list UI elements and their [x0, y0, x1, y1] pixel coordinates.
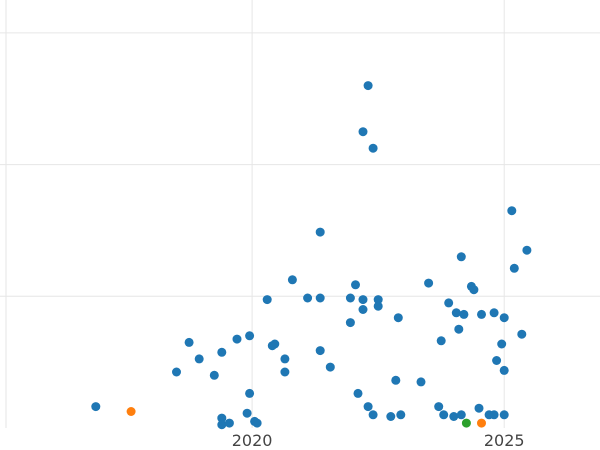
data-point-s0-27 [345, 318, 355, 328]
data-point-s0-35 [368, 143, 378, 153]
data-point-s0-46 [436, 336, 446, 346]
data-point-s0-57 [474, 403, 484, 413]
x-tick-label-2025: 2025 [484, 431, 525, 450]
data-point-s0-26 [345, 293, 355, 303]
points-layer [91, 81, 532, 430]
data-point-s0-67 [507, 206, 517, 216]
data-point-s0-36 [368, 410, 378, 420]
data-point-s0-18 [280, 367, 290, 377]
data-point-s0-40 [391, 375, 401, 385]
data-point-s0-24 [315, 346, 325, 356]
data-point-s0-38 [373, 301, 383, 311]
data-point-s0-29 [353, 388, 363, 398]
data-point-s0-9 [232, 334, 242, 344]
data-point-s0-54 [459, 309, 469, 319]
data-point-s0-34 [363, 402, 373, 412]
data-point-s0-5 [217, 347, 227, 357]
data-point-s0-2 [184, 337, 194, 347]
data-point-s0-37 [373, 295, 383, 305]
data-point-s0-70 [522, 245, 532, 255]
data-point-s0-61 [489, 308, 499, 318]
data-point-s0-39 [386, 412, 396, 421]
data-point-s0-58 [477, 309, 486, 319]
data-point-s0-41 [393, 313, 403, 323]
data-point-s1-1 [477, 418, 486, 428]
data-point-s0-28 [351, 280, 360, 290]
data-point-s0-51 [454, 324, 464, 334]
data-point-s0-48 [444, 298, 454, 308]
data-point-s0-17 [270, 339, 280, 349]
data-point-s0-31 [358, 305, 368, 314]
data-point-s0-33 [363, 81, 373, 91]
data-point-s0-60 [489, 410, 499, 420]
data-point-s0-43 [416, 377, 426, 387]
grid-layer [0, 0, 600, 428]
data-point-s0-0 [91, 402, 101, 412]
data-point-s0-3 [194, 354, 204, 364]
data-point-s0-12 [245, 331, 255, 341]
data-point-s0-22 [315, 293, 325, 303]
data-point-s0-21 [303, 293, 313, 303]
data-point-s1-0 [126, 407, 136, 416]
data-point-s0-65 [499, 365, 509, 375]
data-point-s2-0 [461, 418, 471, 428]
data-point-s0-23 [315, 227, 325, 237]
data-point-s0-49 [449, 412, 459, 421]
data-point-s0-53 [456, 410, 466, 420]
data-point-s0-47 [439, 410, 449, 420]
x-tick-label-2020: 2020 [232, 431, 273, 450]
data-point-s0-30 [358, 295, 368, 305]
data-point-s0-8 [224, 418, 234, 428]
data-point-s0-20 [287, 275, 297, 285]
data-point-s0-1 [172, 367, 181, 377]
data-point-s0-15 [262, 295, 272, 305]
data-point-s0-63 [497, 339, 507, 349]
data-point-s0-14 [252, 418, 262, 428]
data-point-s0-4 [209, 370, 219, 380]
data-point-s0-52 [456, 252, 466, 262]
data-point-s0-45 [434, 402, 444, 412]
data-point-s0-25 [325, 362, 335, 372]
data-point-s0-11 [245, 388, 255, 398]
data-point-s0-68 [509, 263, 519, 273]
data-point-s0-50 [451, 308, 461, 318]
data-point-s0-7 [217, 420, 227, 430]
data-point-s0-19 [280, 354, 290, 364]
data-point-s0-56 [469, 285, 479, 295]
data-point-s0-42 [396, 410, 406, 420]
data-point-s0-44 [424, 278, 434, 288]
x-axis-ticks: 2020 2025 [232, 431, 525, 450]
data-point-s0-64 [499, 313, 509, 323]
data-point-s0-66 [499, 410, 509, 420]
data-point-s0-69 [517, 329, 527, 339]
data-point-s0-62 [492, 356, 502, 365]
data-point-s0-6 [217, 413, 227, 423]
data-point-s0-10 [242, 408, 252, 418]
data-point-s0-32 [358, 127, 368, 137]
